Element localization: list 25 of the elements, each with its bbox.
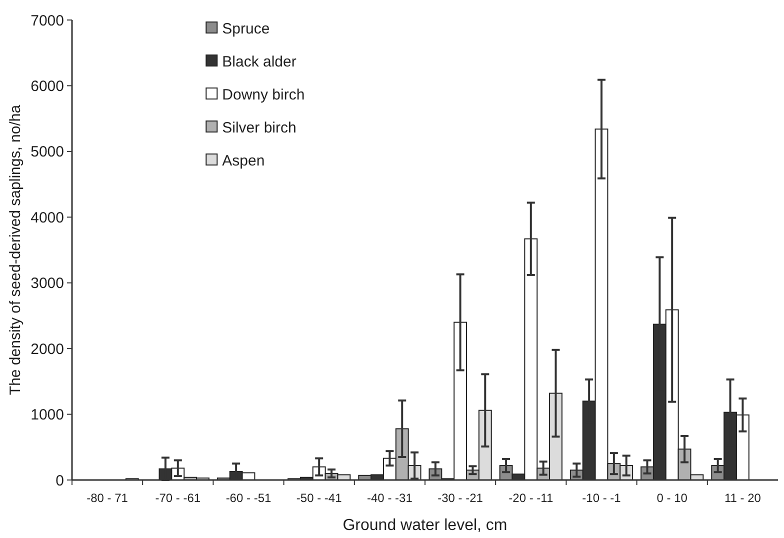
x-tick-label: 11 - 20 (724, 491, 762, 505)
y-tick-label: 3000 (30, 275, 64, 292)
x-tick-label: 0 - 10 (656, 491, 688, 505)
y-tick-label: 1000 (30, 406, 64, 424)
y-tick-label: 6000 (30, 78, 64, 95)
legend-label: Silver birch (222, 119, 296, 136)
x-tick-label: -70 - -61 (155, 491, 201, 505)
y-tick-label: 4000 (30, 209, 64, 226)
x-axis-title: Ground water level, cm (342, 517, 508, 534)
y-tick-label: 2000 (30, 340, 64, 358)
y-axis-title: The density of seed-derived saplings, no/ha (7, 104, 24, 396)
x-tick-label: -10 - -1 (582, 491, 622, 505)
legend-label: Downy birch (222, 86, 305, 104)
legend-label: Spruce (222, 20, 270, 38)
x-tick-label: -30 - -21 (438, 491, 484, 505)
legend-label: Black alder (222, 53, 296, 70)
x-tick-label: -20 - -11 (508, 491, 554, 505)
x-tick-label: -50 - -41 (296, 491, 342, 505)
y-tick-label: 0 (56, 472, 64, 490)
x-tick-label: -80 - 71 (86, 491, 128, 505)
x-tick-label: -60 - -51 (226, 491, 272, 505)
y-tick-label: 5000 (30, 144, 64, 161)
legend-label: Aspen (222, 152, 265, 170)
x-tick-label: -40 - -31 (367, 491, 413, 505)
y-tick-label: 7000 (30, 12, 64, 30)
